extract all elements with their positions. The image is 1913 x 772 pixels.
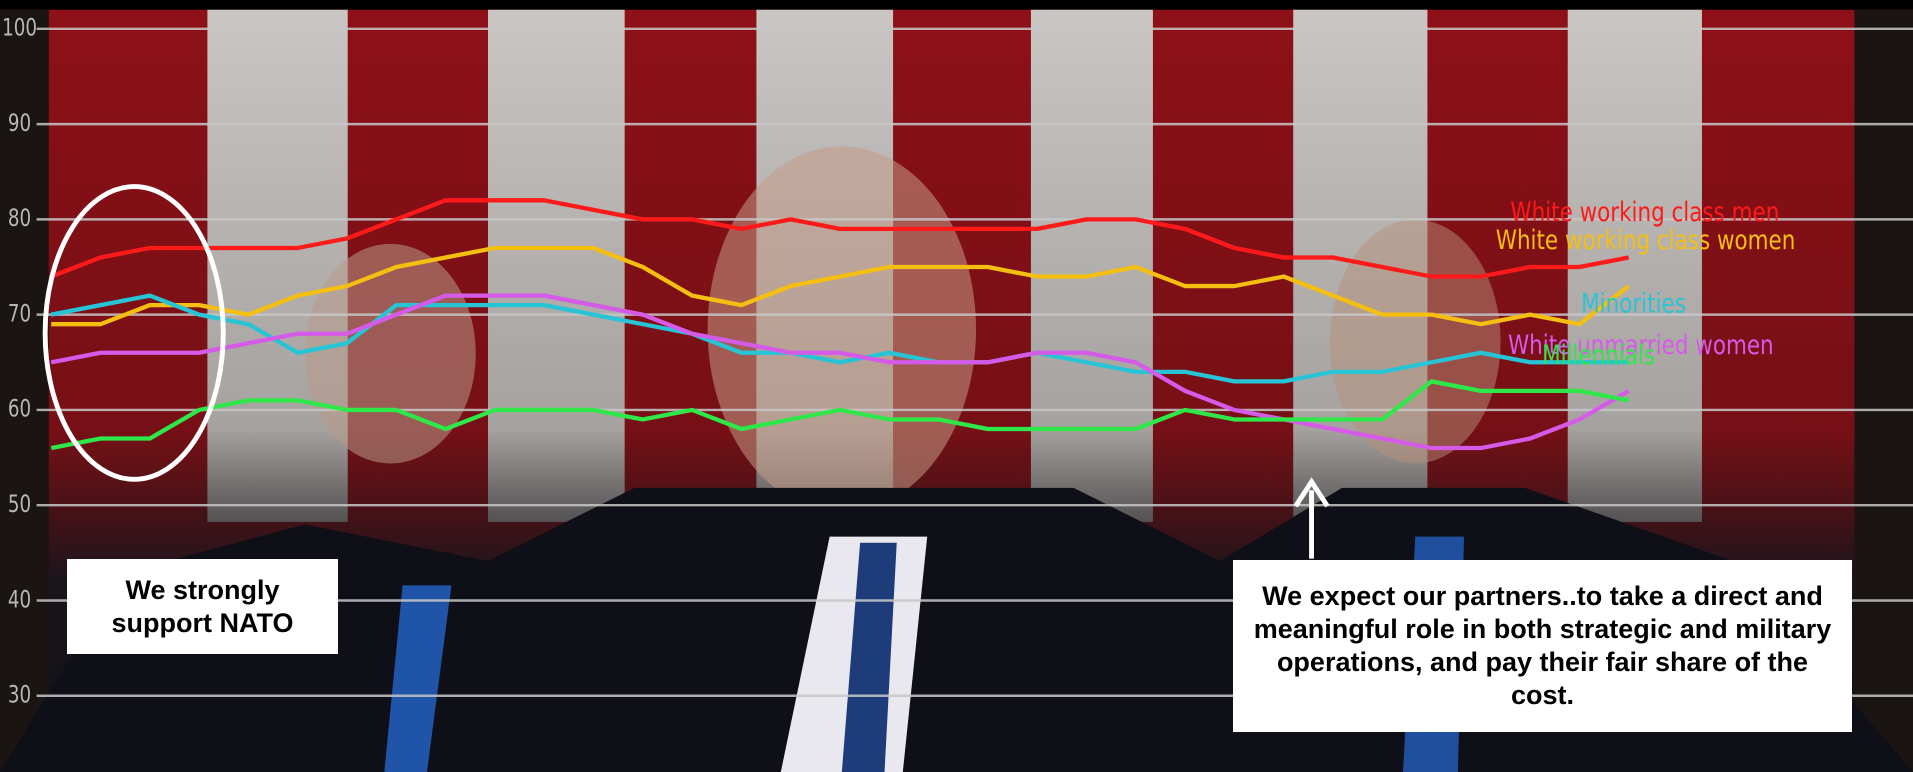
lines — [50, 198, 1631, 451]
y-tick-label: 90 — [8, 109, 31, 137]
legend-label: White unmarried women — [1508, 329, 1774, 361]
y-tick-label: 80 — [8, 205, 31, 233]
grid: 30 40 50 60 70 80 90 100 — [2, 14, 1913, 709]
series-line — [50, 379, 1630, 451]
series-line — [50, 293, 1629, 384]
legend-label: Millennials — [1542, 338, 1655, 370]
y-tick-label: 60 — [8, 395, 31, 423]
annotation-box: We strongly support NATO — [67, 559, 338, 654]
annotation-box: We expect our partners..to take a direct… — [1233, 560, 1852, 732]
highlight-ellipse — [42, 184, 226, 482]
legend-label: Minorities — [1581, 287, 1686, 319]
series-line — [50, 293, 1630, 451]
y-tick-label: 30 — [8, 681, 31, 709]
series-line — [51, 245, 1631, 327]
arrow — [1293, 477, 1330, 559]
y-tick-label: 50 — [8, 491, 31, 519]
y-tick-label: 70 — [8, 300, 31, 328]
y-tick-label: 100 — [2, 14, 37, 42]
y-tick-label: 40 — [8, 586, 31, 614]
legend-label: White working class women — [1496, 224, 1796, 256]
series-line — [50, 198, 1630, 279]
legend-label: White working class men — [1510, 196, 1779, 228]
